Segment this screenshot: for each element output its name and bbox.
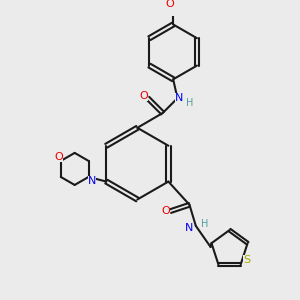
Text: O: O (161, 206, 170, 216)
Text: H: H (186, 98, 194, 107)
Text: O: O (139, 91, 148, 101)
Text: N: N (175, 93, 184, 103)
Text: N: N (88, 176, 96, 186)
Text: S: S (244, 255, 250, 265)
Text: O: O (54, 152, 63, 162)
Text: H: H (201, 219, 208, 229)
Text: N: N (185, 223, 194, 233)
Text: O: O (165, 0, 174, 9)
